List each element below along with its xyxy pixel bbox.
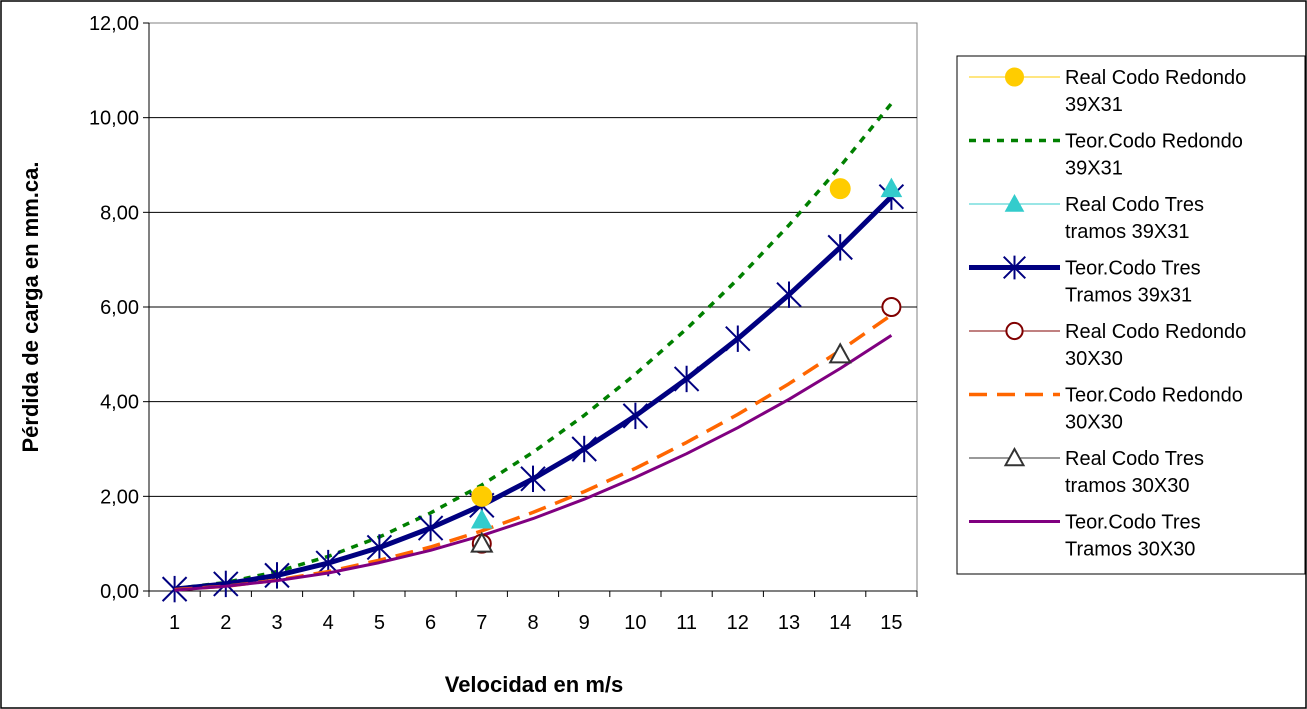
legend-label: Teor.Codo Redondo	[1065, 385, 1243, 407]
legend-marker	[1005, 321, 1024, 341]
series-4	[161, 183, 905, 603]
legend-entry: Real Codo Tres tramos 39X31	[969, 193, 1204, 243]
legend-label: Teor.Codo Tres	[1065, 258, 1201, 280]
legend: Real Codo Redondo 39X31 Teor.Codo Redondo 3…	[956, 55, 1306, 575]
legend-label: 30X30	[1065, 348, 1123, 370]
legend-entry: Real Codo Redondo 30X30	[969, 321, 1246, 370]
y-tick-label: 2,00	[100, 486, 139, 508]
legend-entry: Teor.Codo Tres Tramos 30X30	[969, 512, 1201, 561]
x-tick-label: 1	[169, 612, 180, 634]
legend-entry: Real Codo Tres tramos 30X30	[969, 446, 1204, 497]
data-point	[213, 570, 239, 598]
data-point	[366, 534, 393, 561]
data-point	[470, 531, 494, 553]
legend-label: Teor.Codo Redondo	[1065, 131, 1243, 153]
x-tick-label: 11	[676, 612, 697, 634]
x-tick-label: 15	[880, 612, 902, 634]
x-tick-label: 13	[778, 612, 800, 634]
y-tick-label: 12,00	[89, 13, 139, 35]
legend-marker	[1004, 193, 1025, 212]
legend-label: 39X31	[1065, 94, 1123, 116]
x-tick-label: 4	[323, 612, 334, 634]
series-8	[174, 334, 893, 592]
data-point	[471, 485, 493, 507]
data-point	[264, 562, 290, 589]
y-tick-label: 0,00	[100, 581, 139, 603]
data-point	[417, 514, 444, 542]
legend-marker	[1003, 446, 1026, 467]
legend-box	[956, 55, 1306, 575]
x-tick-label: 9	[579, 612, 590, 634]
series-1	[471, 178, 851, 507]
data-point	[881, 297, 902, 317]
legend-entry: Real Codo Redondo 39X31	[969, 67, 1246, 116]
x-tick-label: 14	[829, 612, 851, 634]
legend-entry: Teor.Codo Tres Tramos 39x31	[969, 255, 1201, 307]
x-tick-label: 5	[374, 612, 385, 634]
series-layer	[161, 102, 905, 603]
x-tick-label: 8	[527, 612, 538, 634]
x-tick-label: 10	[624, 612, 646, 634]
data-point	[829, 178, 851, 200]
legend-marker	[1002, 255, 1027, 280]
data-point	[828, 342, 852, 364]
legend-label: Tramos 39x31	[1065, 285, 1192, 307]
legend-label: 30X30	[1065, 412, 1123, 434]
legend-label: Real Codo Redondo	[1065, 67, 1246, 89]
y-tick-label: 6,00	[100, 297, 139, 319]
y-axis-title: Pérdida de carga en mm.ca.	[18, 161, 43, 452]
y-tick-label: 4,00	[100, 392, 139, 414]
legend-entry: Teor.Codo Redondo 30X30	[969, 385, 1243, 434]
legend-entry: Teor.Codo Redondo 39X31	[969, 131, 1243, 180]
data-point	[827, 234, 853, 261]
legend-marker	[1005, 67, 1024, 87]
legend-label: Real Codo Tres	[1065, 194, 1204, 216]
legend-label: Teor.Codo Tres	[1065, 512, 1201, 534]
x-tick-label: 12	[727, 612, 749, 634]
x-tick-label: 7	[476, 612, 487, 634]
data-point	[725, 325, 751, 352]
data-point	[520, 465, 546, 493]
series-line	[174, 102, 893, 591]
data-point	[776, 281, 802, 308]
y-tick-label: 10,00	[89, 108, 139, 130]
legend-label: tramos 30X30	[1065, 475, 1190, 497]
y-tick-label: 8,00	[100, 202, 139, 224]
series-line	[174, 334, 893, 592]
series-7	[470, 342, 852, 553]
data-point	[470, 508, 493, 529]
x-tick-label: 2	[220, 612, 231, 634]
x-tick-label: 6	[425, 612, 436, 634]
data-point	[880, 177, 903, 198]
data-point	[622, 402, 649, 430]
x-axis-title: Velocidad en m/s	[445, 672, 624, 697]
x-tick-label: 3	[271, 612, 282, 634]
legend-label: tramos 39X31	[1065, 221, 1190, 243]
legend-label: 39X31	[1065, 158, 1123, 180]
legend-label: Tramos 30X30	[1065, 539, 1195, 561]
legend-label: Real Codo Tres	[1065, 448, 1204, 470]
series-2	[174, 102, 893, 591]
legend-label: Real Codo Redondo	[1065, 321, 1246, 343]
series-3	[470, 177, 903, 529]
data-point	[571, 435, 597, 463]
data-point	[673, 365, 700, 393]
